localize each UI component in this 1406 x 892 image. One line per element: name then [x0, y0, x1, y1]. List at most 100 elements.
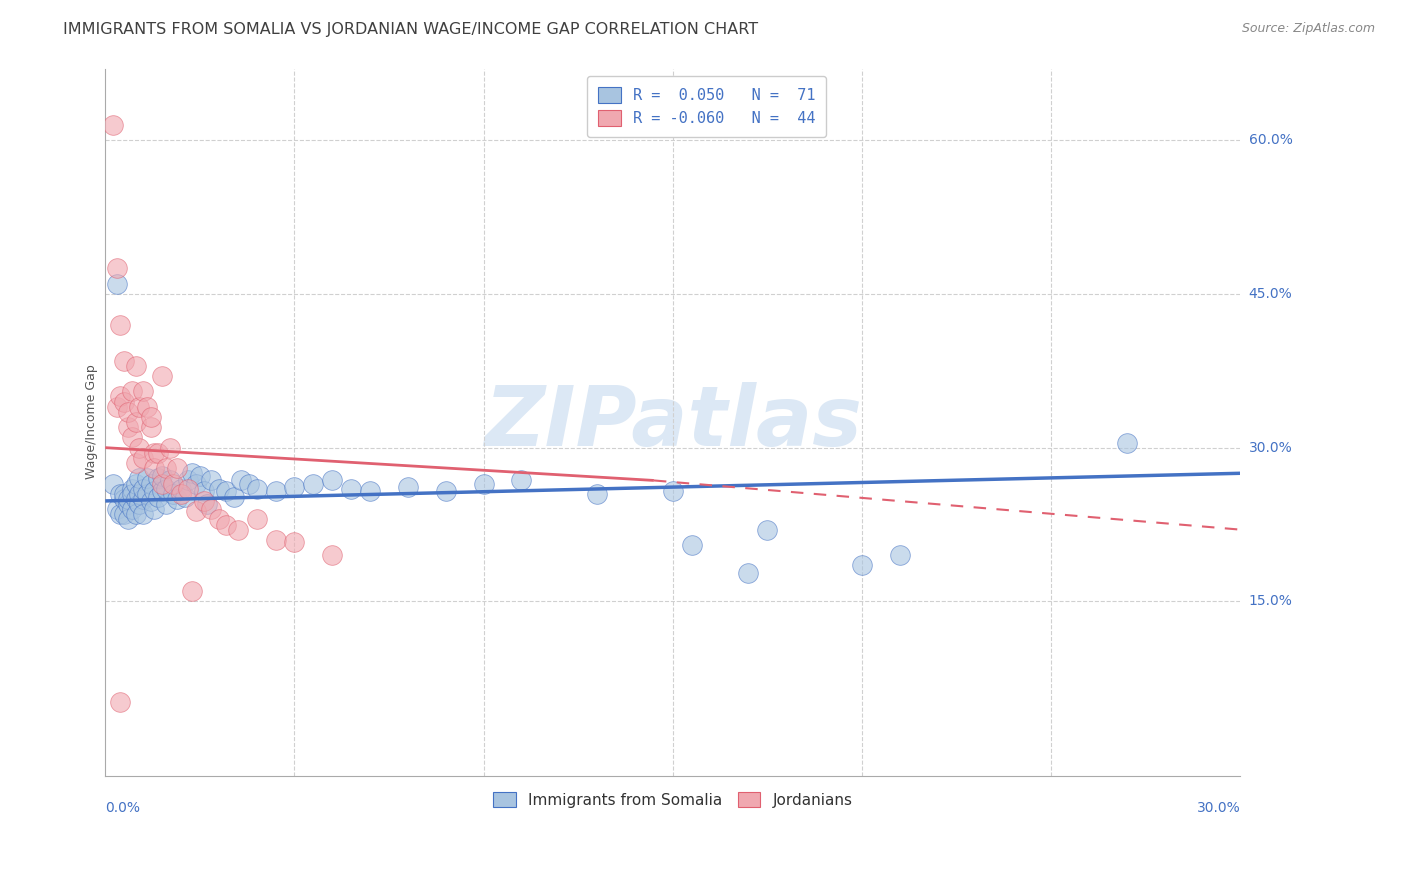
Point [396, 480, 419, 494]
Point [124, 491, 146, 506]
Point [135, 471, 157, 485]
Point [150, 483, 173, 498]
Point [181, 584, 204, 599]
Point [124, 359, 146, 373]
Point [124, 476, 146, 491]
Point [184, 504, 207, 518]
Point [124, 415, 146, 429]
Text: 60.0%: 60.0% [1249, 133, 1292, 147]
Point [112, 508, 135, 522]
Point [143, 446, 166, 460]
Point [105, 400, 128, 414]
Point [170, 482, 193, 496]
Point [143, 502, 166, 516]
Point [359, 483, 381, 498]
Point [128, 471, 150, 485]
Point [139, 409, 162, 424]
Point [166, 491, 188, 506]
Point [208, 512, 231, 526]
Point [105, 261, 128, 276]
Point [112, 491, 135, 506]
Point [264, 533, 287, 547]
Point [193, 483, 215, 498]
Point [132, 450, 155, 465]
Point [121, 502, 143, 516]
Point [112, 394, 135, 409]
Point [135, 487, 157, 501]
Point [132, 491, 155, 506]
Text: IMMIGRANTS FROM SOMALIA VS JORDANIAN WAGE/INCOME GAP CORRELATION CHART: IMMIGRANTS FROM SOMALIA VS JORDANIAN WAG… [63, 22, 758, 37]
Point [150, 469, 173, 483]
Text: 30.0%: 30.0% [1197, 800, 1240, 814]
Point [340, 482, 363, 496]
Point [510, 474, 533, 488]
Point [110, 389, 132, 403]
Point [105, 277, 128, 291]
Point [117, 405, 139, 419]
Point [143, 461, 166, 475]
Point [155, 461, 177, 475]
Point [112, 353, 135, 368]
Point [150, 476, 173, 491]
Point [321, 474, 343, 488]
Point [121, 430, 143, 444]
Point [110, 695, 132, 709]
Point [159, 474, 181, 488]
Point [117, 491, 139, 506]
Point [148, 471, 170, 485]
Point [245, 512, 267, 526]
Point [238, 476, 260, 491]
Point [215, 483, 238, 498]
Point [283, 480, 305, 494]
Point [121, 482, 143, 496]
Point [128, 400, 150, 414]
Point [101, 476, 124, 491]
Point [226, 523, 249, 537]
Point [124, 456, 146, 470]
Point [132, 384, 155, 399]
Point [197, 497, 219, 511]
Text: 15.0%: 15.0% [1249, 594, 1292, 608]
Point [162, 487, 184, 501]
Text: Source: ZipAtlas.com: Source: ZipAtlas.com [1241, 22, 1375, 36]
Point [208, 482, 231, 496]
Point [177, 482, 200, 496]
Point [851, 558, 873, 573]
Point [184, 476, 207, 491]
Point [110, 508, 132, 522]
Point [143, 483, 166, 498]
Point [681, 538, 703, 552]
Point [434, 483, 457, 498]
Point [121, 384, 143, 399]
Point [139, 476, 162, 491]
Point [215, 517, 238, 532]
Point [132, 482, 155, 496]
Text: 30.0%: 30.0% [1249, 441, 1292, 455]
Point [264, 483, 287, 498]
Point [124, 508, 146, 522]
Point [159, 441, 181, 455]
Point [166, 461, 188, 475]
Point [117, 497, 139, 511]
Point [117, 512, 139, 526]
Point [188, 469, 211, 483]
Point [132, 508, 155, 522]
Y-axis label: Wage/Income Gap: Wage/Income Gap [86, 365, 98, 479]
Point [112, 487, 135, 501]
Text: 45.0%: 45.0% [1249, 287, 1292, 301]
Point [170, 487, 193, 501]
Text: 0.0%: 0.0% [105, 800, 141, 814]
Point [245, 482, 267, 496]
Point [173, 490, 195, 504]
Point [662, 483, 685, 498]
Point [139, 494, 162, 508]
Point [889, 548, 911, 562]
Point [139, 420, 162, 434]
Point [128, 497, 150, 511]
Point [148, 490, 170, 504]
Point [148, 446, 170, 460]
Point [135, 400, 157, 414]
Point [110, 487, 132, 501]
Point [231, 474, 253, 488]
Text: ZIPatlas: ZIPatlas [484, 382, 862, 463]
